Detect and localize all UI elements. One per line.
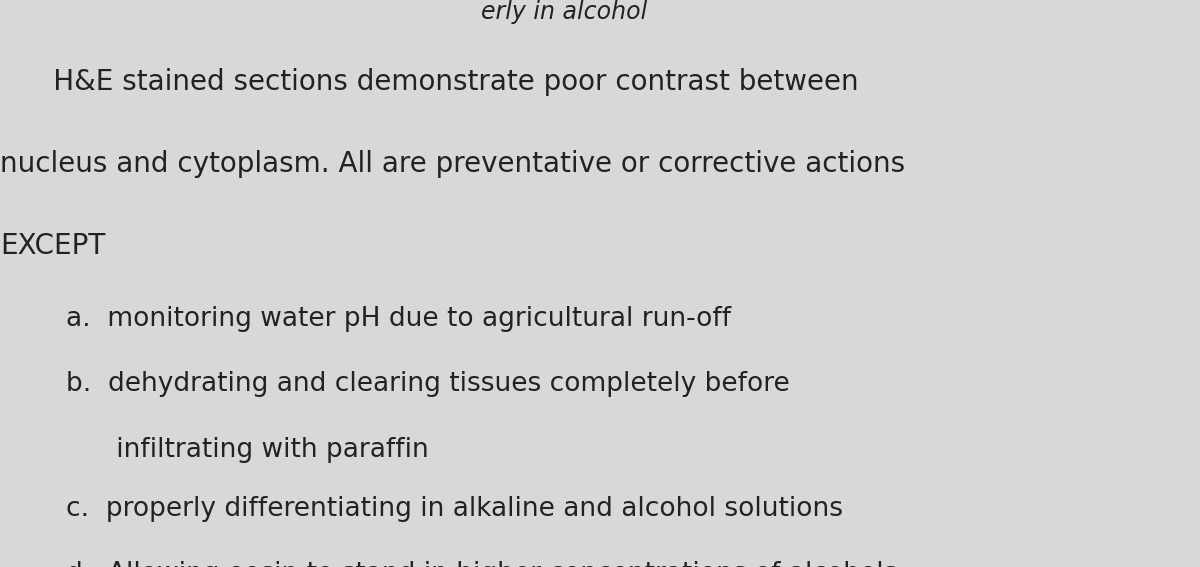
Text: b.  dehydrating and clearing tissues completely before: b. dehydrating and clearing tissues comp… xyxy=(66,371,790,397)
Text: d.  Allowing eosin to stand in higher concentrations of alcohols: d. Allowing eosin to stand in higher con… xyxy=(66,561,898,567)
Text: erly in alcohol: erly in alcohol xyxy=(481,0,647,24)
Text: infiltrating with paraffin: infiltrating with paraffin xyxy=(66,437,428,463)
Text: EXCEPT: EXCEPT xyxy=(0,232,106,260)
Text: a.  monitoring water pH due to agricultural run-off: a. monitoring water pH due to agricultur… xyxy=(66,306,731,332)
Text: H&E stained sections demonstrate poor contrast between: H&E stained sections demonstrate poor co… xyxy=(0,68,859,96)
Text: c.  properly differentiating in alkaline and alcohol solutions: c. properly differentiating in alkaline … xyxy=(66,496,842,522)
Text: nucleus and cytoplasm. All are preventative or corrective actions: nucleus and cytoplasm. All are preventat… xyxy=(0,150,905,178)
